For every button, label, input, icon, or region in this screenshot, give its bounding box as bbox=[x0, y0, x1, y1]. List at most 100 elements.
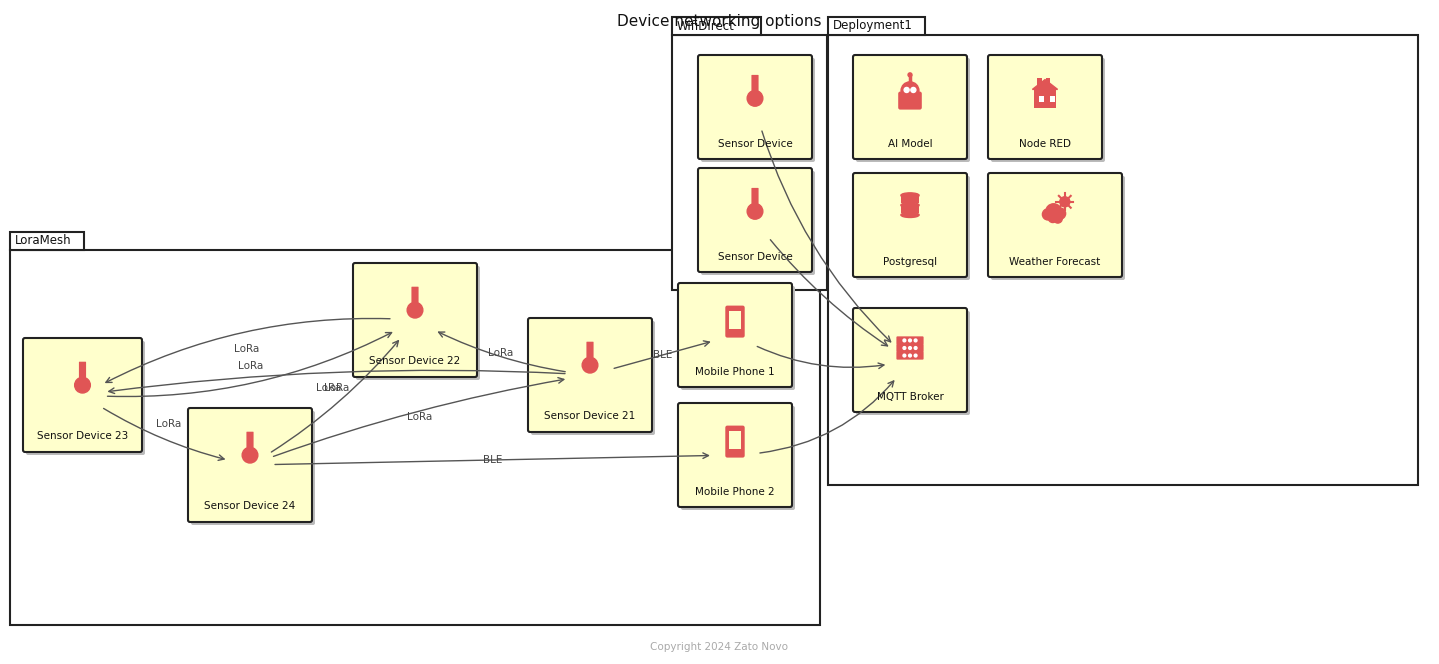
FancyBboxPatch shape bbox=[991, 58, 1105, 162]
Circle shape bbox=[1059, 197, 1069, 207]
FancyBboxPatch shape bbox=[856, 311, 970, 415]
FancyBboxPatch shape bbox=[827, 35, 1417, 485]
Circle shape bbox=[242, 448, 258, 463]
FancyBboxPatch shape bbox=[751, 188, 758, 212]
FancyBboxPatch shape bbox=[23, 338, 142, 452]
Circle shape bbox=[747, 204, 763, 219]
Text: Mobile Phone 2: Mobile Phone 2 bbox=[695, 487, 774, 497]
Circle shape bbox=[911, 88, 915, 92]
FancyBboxPatch shape bbox=[10, 232, 83, 250]
Circle shape bbox=[908, 339, 911, 342]
FancyBboxPatch shape bbox=[725, 305, 745, 337]
Text: LoRa: LoRa bbox=[488, 348, 514, 358]
FancyBboxPatch shape bbox=[751, 75, 758, 100]
FancyBboxPatch shape bbox=[681, 406, 794, 510]
FancyBboxPatch shape bbox=[856, 176, 970, 280]
FancyBboxPatch shape bbox=[587, 342, 593, 367]
Circle shape bbox=[583, 357, 597, 373]
FancyBboxPatch shape bbox=[79, 362, 86, 386]
FancyBboxPatch shape bbox=[698, 55, 812, 159]
FancyBboxPatch shape bbox=[730, 431, 741, 450]
Circle shape bbox=[904, 354, 905, 357]
Text: Sensor Device: Sensor Device bbox=[718, 139, 793, 149]
Text: Sensor Device 21: Sensor Device 21 bbox=[544, 411, 636, 421]
Circle shape bbox=[904, 339, 905, 342]
Text: LoRa: LoRa bbox=[317, 383, 341, 393]
FancyBboxPatch shape bbox=[856, 58, 970, 162]
Text: LoRa: LoRa bbox=[235, 344, 259, 354]
Ellipse shape bbox=[901, 193, 920, 198]
FancyBboxPatch shape bbox=[725, 426, 745, 457]
Circle shape bbox=[914, 347, 917, 349]
Circle shape bbox=[908, 347, 911, 349]
FancyBboxPatch shape bbox=[989, 55, 1102, 159]
Text: BLE: BLE bbox=[484, 455, 502, 465]
Ellipse shape bbox=[901, 212, 920, 218]
Circle shape bbox=[747, 90, 763, 106]
FancyBboxPatch shape bbox=[701, 58, 814, 162]
Circle shape bbox=[1055, 208, 1066, 219]
Text: Device networking options: Device networking options bbox=[617, 14, 822, 29]
Text: MQTT Broker: MQTT Broker bbox=[876, 392, 944, 402]
Text: Copyright 2024 Zato Novo: Copyright 2024 Zato Novo bbox=[650, 642, 789, 652]
FancyBboxPatch shape bbox=[827, 17, 924, 35]
FancyBboxPatch shape bbox=[412, 287, 419, 311]
FancyBboxPatch shape bbox=[896, 351, 924, 360]
Circle shape bbox=[1046, 204, 1062, 219]
Circle shape bbox=[901, 82, 920, 100]
FancyBboxPatch shape bbox=[678, 283, 791, 387]
Text: Sensor Device 23: Sensor Device 23 bbox=[37, 431, 128, 441]
FancyBboxPatch shape bbox=[531, 321, 655, 435]
Text: Deployment1: Deployment1 bbox=[833, 19, 912, 33]
Text: Weather Forecast: Weather Forecast bbox=[1009, 257, 1101, 267]
FancyBboxPatch shape bbox=[853, 173, 967, 277]
FancyBboxPatch shape bbox=[896, 344, 924, 352]
Circle shape bbox=[904, 347, 905, 349]
Text: Node RED: Node RED bbox=[1019, 139, 1071, 149]
Text: LoRa: LoRa bbox=[324, 383, 350, 393]
FancyBboxPatch shape bbox=[672, 17, 761, 35]
Circle shape bbox=[407, 302, 423, 318]
Text: LoRa: LoRa bbox=[407, 412, 432, 422]
FancyBboxPatch shape bbox=[246, 432, 253, 457]
FancyBboxPatch shape bbox=[1050, 96, 1055, 102]
FancyBboxPatch shape bbox=[991, 176, 1125, 280]
FancyBboxPatch shape bbox=[1038, 78, 1042, 90]
FancyBboxPatch shape bbox=[681, 286, 794, 390]
FancyBboxPatch shape bbox=[10, 250, 820, 625]
Text: Sensor Device: Sensor Device bbox=[718, 252, 793, 262]
Circle shape bbox=[908, 354, 911, 357]
Text: BLE: BLE bbox=[653, 350, 672, 360]
Circle shape bbox=[904, 88, 909, 92]
Text: Postgresql: Postgresql bbox=[884, 257, 937, 267]
Circle shape bbox=[1048, 214, 1058, 222]
FancyBboxPatch shape bbox=[189, 408, 312, 522]
Circle shape bbox=[1042, 208, 1053, 220]
FancyBboxPatch shape bbox=[853, 308, 967, 412]
Text: WifiDirect: WifiDirect bbox=[676, 19, 735, 33]
FancyBboxPatch shape bbox=[26, 341, 145, 455]
FancyBboxPatch shape bbox=[901, 205, 920, 213]
Text: LoraMesh: LoraMesh bbox=[14, 234, 72, 248]
FancyBboxPatch shape bbox=[698, 168, 812, 272]
FancyBboxPatch shape bbox=[896, 337, 924, 345]
Circle shape bbox=[914, 354, 917, 357]
Ellipse shape bbox=[901, 203, 920, 208]
Text: Mobile Phone 1: Mobile Phone 1 bbox=[695, 367, 774, 377]
FancyBboxPatch shape bbox=[898, 92, 922, 110]
FancyBboxPatch shape bbox=[678, 403, 791, 507]
FancyBboxPatch shape bbox=[901, 195, 920, 203]
FancyBboxPatch shape bbox=[353, 263, 476, 377]
FancyBboxPatch shape bbox=[528, 318, 652, 432]
Text: AI Model: AI Model bbox=[888, 139, 932, 149]
FancyBboxPatch shape bbox=[355, 266, 481, 380]
Circle shape bbox=[908, 73, 912, 77]
FancyBboxPatch shape bbox=[1033, 90, 1056, 108]
Text: LoRa: LoRa bbox=[237, 361, 263, 371]
FancyBboxPatch shape bbox=[672, 35, 827, 290]
FancyBboxPatch shape bbox=[1039, 96, 1043, 102]
Text: LoRa: LoRa bbox=[155, 420, 181, 430]
FancyBboxPatch shape bbox=[730, 311, 741, 329]
Text: Sensor Device 22: Sensor Device 22 bbox=[370, 356, 460, 366]
Circle shape bbox=[914, 339, 917, 342]
